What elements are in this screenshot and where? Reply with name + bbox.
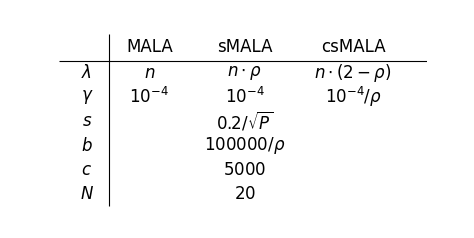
Text: $b$: $b$ xyxy=(81,137,93,155)
Text: $\lambda$: $\lambda$ xyxy=(82,64,92,82)
Text: $N$: $N$ xyxy=(80,185,94,203)
Text: $5000$: $5000$ xyxy=(223,161,266,179)
Text: $10^{-4}$: $10^{-4}$ xyxy=(225,87,264,107)
Text: $c$: $c$ xyxy=(82,161,92,179)
Text: $n \cdot (2 - \rho)$: $n \cdot (2 - \rho)$ xyxy=(314,62,392,84)
Text: $100000/\rho$: $100000/\rho$ xyxy=(204,135,285,156)
Text: csMALA: csMALA xyxy=(321,38,385,56)
Text: $n$: $n$ xyxy=(144,64,155,82)
Text: MALA: MALA xyxy=(126,38,173,56)
Text: $20$: $20$ xyxy=(234,185,256,203)
Text: $s$: $s$ xyxy=(82,112,92,130)
Text: $\gamma$: $\gamma$ xyxy=(81,88,93,106)
Text: $10^{-4}$: $10^{-4}$ xyxy=(129,87,169,107)
Text: $n \cdot \rho$: $n \cdot \rho$ xyxy=(228,64,262,82)
Text: sMALA: sMALA xyxy=(217,38,273,56)
Text: $10^{-4}/\rho$: $10^{-4}/\rho$ xyxy=(325,85,382,109)
Text: $0.2/\sqrt{P}$: $0.2/\sqrt{P}$ xyxy=(216,110,273,133)
